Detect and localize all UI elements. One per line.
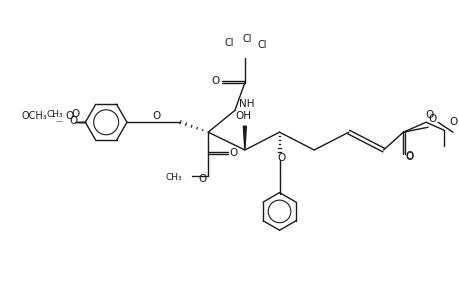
Text: O: O: [230, 148, 238, 158]
Text: O: O: [404, 151, 413, 161]
Text: NH: NH: [239, 99, 254, 110]
Text: O: O: [427, 114, 435, 124]
Text: Cl: Cl: [241, 34, 251, 44]
Text: O: O: [404, 152, 413, 162]
Text: —: —: [56, 118, 63, 124]
Text: O: O: [65, 111, 73, 121]
Text: Cl: Cl: [224, 38, 233, 48]
Text: O: O: [424, 110, 432, 120]
Polygon shape: [243, 126, 246, 150]
Text: CH₃: CH₃: [47, 110, 63, 119]
Text: O: O: [69, 116, 78, 126]
Text: -: -: [52, 111, 55, 121]
Text: O: O: [211, 76, 219, 85]
Text: OCH₃: OCH₃: [22, 111, 48, 121]
Text: CH₃: CH₃: [165, 173, 182, 182]
Text: Cl: Cl: [257, 40, 267, 50]
Text: O: O: [277, 153, 285, 163]
Text: O: O: [71, 109, 79, 119]
Text: O: O: [198, 174, 206, 184]
Text: O: O: [449, 117, 457, 127]
Text: OH: OH: [235, 111, 252, 121]
Text: O: O: [152, 111, 161, 121]
